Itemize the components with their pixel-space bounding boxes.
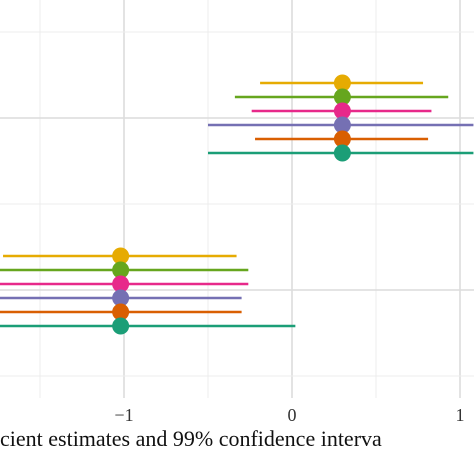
- point-estimate: [112, 289, 130, 307]
- point-estimate: [333, 102, 351, 120]
- point-estimate: [112, 317, 130, 335]
- point-estimate: [112, 247, 130, 265]
- point-estimate: [333, 74, 351, 92]
- point-estimate: [333, 144, 351, 162]
- point-estimate: [333, 130, 351, 148]
- mark-layer: [0, 74, 474, 335]
- x-axis-title: cient estimates and 99% confidence inter…: [0, 426, 382, 451]
- x-tick-label: 1: [456, 405, 465, 425]
- x-tick-label: 0: [288, 405, 297, 425]
- x-tick-labels: −1 0 1: [114, 405, 464, 425]
- grid-layer: [0, 0, 474, 398]
- point-estimate: [112, 303, 130, 321]
- point-estimate: [333, 88, 351, 106]
- point-estimate: [112, 261, 130, 279]
- x-tick-label: −1: [114, 405, 133, 425]
- point-estimate: [333, 116, 351, 134]
- point-estimate: [112, 275, 130, 293]
